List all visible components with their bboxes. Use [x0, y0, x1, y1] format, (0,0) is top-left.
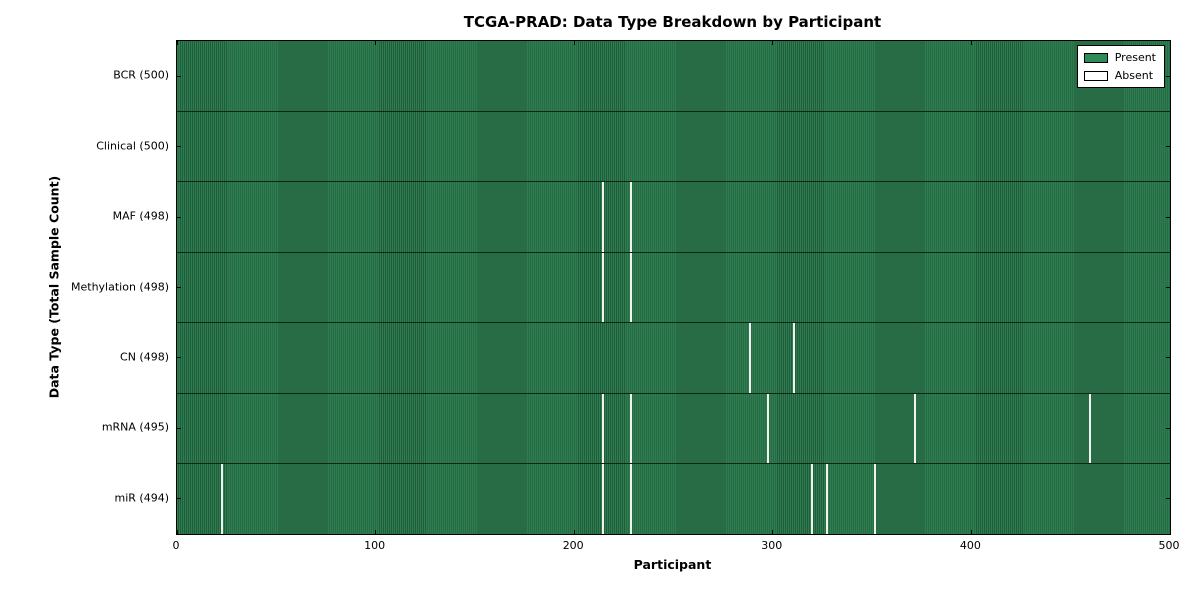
row-BCR [177, 41, 1170, 112]
x-tick-bottom-0 [176, 530, 178, 534]
absent-gap-CN-310 [792, 323, 795, 393]
row-mRNA [177, 393, 1170, 465]
legend-entry-absent: Absent [1083, 69, 1156, 82]
legend: Present Absent [1076, 45, 1165, 88]
absent-gap-MAF-214 [601, 182, 604, 252]
y-tick-right-mRNA [1166, 427, 1170, 429]
absent-gap-miR-319 [810, 464, 813, 535]
y-tick-label-miR: miR (494) [114, 491, 170, 505]
x-tick-top-500 [1169, 41, 1171, 45]
absent-gap-Methylation-228 [629, 252, 632, 323]
y-tick-label-CN: CN (498) [120, 350, 169, 364]
chart-title: TCGA-PRAD: Data Type Breakdown by Partic… [463, 13, 882, 31]
y-tick-left-CN [177, 357, 181, 359]
absent-gap-miR-214 [601, 464, 604, 535]
x-tick-top-400 [970, 41, 972, 45]
absent-gap-miR-228 [629, 464, 632, 535]
x-axis-label: Participant [633, 557, 712, 572]
absent-gap-mRNA-459 [1088, 393, 1091, 464]
absent-gap-CN-288 [748, 323, 751, 393]
row-miR [177, 464, 1170, 535]
absent-gap-mRNA-371 [913, 393, 916, 464]
y-tick-right-CN [1166, 357, 1170, 359]
x-tick-bottom-200 [573, 530, 575, 534]
plot-area: Present Absent [176, 40, 1171, 535]
absent-gap-mRNA-214 [601, 393, 604, 464]
y-tick-right-Methylation [1166, 287, 1170, 288]
absent-gap-Methylation-214 [601, 252, 604, 323]
x-tick-bottom-300 [772, 530, 774, 534]
absent-gap-mRNA-297 [766, 393, 769, 464]
x-tick-bottom-400 [970, 530, 972, 534]
absent-gap-miR-327 [826, 464, 829, 535]
y-tick-label-Methylation: Methylation (498) [71, 280, 169, 293]
x-tick-label-100: 100 [364, 539, 386, 552]
absent-gap-mRNA-228 [629, 393, 632, 464]
y-tick-label-MAF: MAF (498) [112, 209, 169, 223]
x-tick-top-200 [573, 41, 575, 45]
y-tick-label-Clinical: Clinical (500) [96, 139, 169, 153]
y-tick-label-BCR: BCR (500) [113, 68, 169, 82]
y-tick-right-BCR [1166, 75, 1170, 77]
y-tick-left-miR [177, 498, 181, 500]
row-Methylation [177, 252, 1170, 324]
x-tick-label-300: 300 [761, 539, 783, 552]
x-tick-label-500: 500 [1158, 539, 1180, 552]
y-tick-right-Clinical [1166, 146, 1170, 148]
y-tick-left-BCR [177, 75, 181, 77]
x-tick-top-100 [375, 41, 377, 45]
x-tick-bottom-100 [375, 530, 377, 534]
y-tick-right-MAF [1166, 216, 1170, 218]
legend-entry-present: Present [1083, 51, 1156, 64]
y-tick-left-mRNA [177, 427, 181, 429]
legend-label-present: Present [1114, 51, 1156, 64]
x-tick-label-400: 400 [959, 539, 981, 552]
y-tick-label-mRNA: mRNA (495) [101, 420, 169, 434]
y-tick-left-MAF [177, 216, 181, 218]
absent-gap-miR-351 [874, 464, 877, 535]
y-tick-left-Clinical [177, 146, 181, 148]
x-tick-bottom-500 [1169, 530, 1171, 534]
x-tick-label-0: 0 [172, 539, 180, 552]
rows-container [177, 41, 1170, 535]
x-tick-label-200: 200 [562, 539, 584, 552]
legend-label-absent: Absent [1114, 69, 1154, 82]
absent-swatch [1083, 70, 1108, 81]
present-swatch [1083, 52, 1108, 63]
row-MAF [177, 182, 1170, 253]
absent-gap-miR-22 [220, 464, 223, 535]
absent-gap-MAF-228 [629, 182, 632, 252]
y-tick-left-Methylation [177, 287, 181, 288]
row-CN [177, 323, 1170, 394]
row-Clinical [177, 111, 1170, 183]
y-tick-right-miR [1166, 498, 1170, 500]
x-tick-top-300 [772, 41, 774, 45]
x-tick-top-0 [176, 41, 178, 45]
